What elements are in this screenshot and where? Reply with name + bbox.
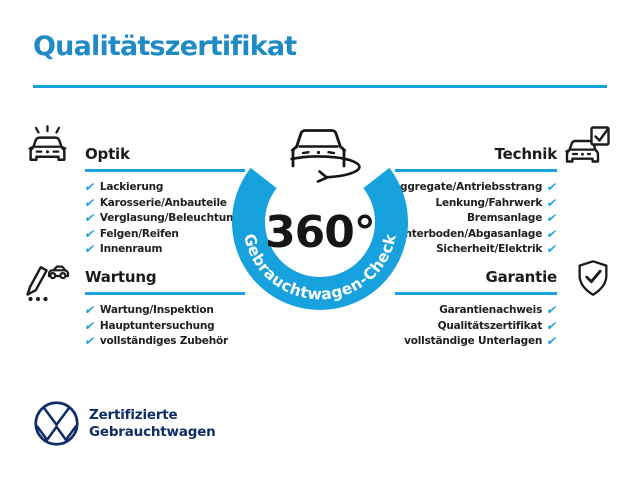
check-icon: ✔ <box>83 195 97 210</box>
item-label: Innenraum <box>99 243 163 256</box>
check-icon: ✔ <box>545 195 559 210</box>
list-item: ✔ Lackierung <box>83 180 245 196</box>
check-icon: ✔ <box>545 180 559 195</box>
pencil-car-icon <box>26 265 70 302</box>
item-label: Qualitätszertifikat <box>437 319 543 332</box>
brand-line1: Zertifizierte <box>89 407 178 423</box>
list-item: ✔ Wartung/Inspektion <box>83 303 245 319</box>
title-rule <box>33 85 607 88</box>
car-checkbox-icon <box>565 126 610 163</box>
check-icon: ✔ <box>83 226 97 241</box>
list-item: ✔ Sicherheit/Elektrik <box>395 242 559 258</box>
item-label: Unterboden/Abgasanlage <box>396 227 543 240</box>
list-item: ✔ Garantienachweis <box>395 303 559 319</box>
section-title: Technik <box>494 145 558 163</box>
brand-text: Zertifizierte Gebrauchtwagen <box>89 407 216 440</box>
item-label: Felgen/Reifen <box>99 227 179 240</box>
section-underline <box>85 292 245 295</box>
section-underline <box>395 169 557 172</box>
check-icon: ✔ <box>545 334 559 349</box>
item-label: Aggregate/Antriebsstrang <box>392 181 543 194</box>
item-label: Verglasung/Beleuchtung <box>99 212 241 225</box>
check-icon: ✔ <box>83 211 97 226</box>
list-item: ✔ Verglasung/Beleuchtung <box>83 211 245 227</box>
list-item: ✔ Unterboden/Abgasanlage <box>395 226 559 242</box>
360-check-medallion: Gebrauchtwagen-Check 360° <box>232 129 408 310</box>
item-label: Bremsanlage <box>466 212 543 225</box>
check-icon: ✔ <box>83 334 97 349</box>
section-optik: Optik ✔ Lackierung ✔ Karosserie/Anbautei… <box>83 144 245 258</box>
shield-check-icon <box>578 260 608 296</box>
car-rotate-icon <box>290 129 361 183</box>
item-label: vollständiges Zubehör <box>99 335 228 348</box>
check-icon: ✔ <box>83 318 97 333</box>
item-label: Lackierung <box>99 181 164 194</box>
check-icon: ✔ <box>545 303 559 318</box>
check-icon: ✔ <box>83 242 97 257</box>
item-label: Sicherheit/Elektrik <box>436 243 543 256</box>
section-items: ✔ Aggregate/Antriebsstrang ✔ Lenkung/Fah… <box>392 180 559 258</box>
list-item: ✔ Lenkung/Fahrwerk <box>395 195 559 211</box>
item-label: Garantienachweis <box>439 304 543 317</box>
section-title: Wartung <box>85 268 157 286</box>
list-item: ✔ vollständiges Zubehör <box>83 334 245 350</box>
list-item: ✔ vollständige Unterlagen <box>395 334 559 350</box>
page-title: Qualitätszertifikat <box>33 31 297 62</box>
section-garantie: Garantie ✔ Garantienachweis ✔ Qualitätsz… <box>395 267 559 350</box>
item-label: Hauptuntersuchung <box>99 319 215 332</box>
check-icon: ✔ <box>545 242 559 257</box>
section-underline <box>85 169 245 172</box>
section-technik: Technik ✔ Aggregate/Antriebsstrang ✔ Len… <box>392 144 559 258</box>
check-icon: ✔ <box>83 180 97 195</box>
check-icon: ✔ <box>545 211 559 226</box>
sparkling-car-icon <box>28 125 67 162</box>
list-item: ✔ Hauptuntersuchung <box>83 318 245 334</box>
list-item: ✔ Aggregate/Antriebsstrang <box>392 180 559 196</box>
blue-ring <box>232 167 408 310</box>
list-item: ✔ Innenraum <box>83 242 245 258</box>
section-title: Optik <box>85 145 130 163</box>
section-wartung: Wartung ✔ Wartung/Inspektion ✔ Hauptunte… <box>83 267 245 350</box>
degree-label: 360° <box>265 207 375 258</box>
brand-line2: Gebrauchtwagen <box>89 423 216 440</box>
section-items: ✔ Wartung/Inspektion ✔ Hauptuntersuchung… <box>83 303 245 350</box>
item-label: Karosserie/Anbauteile <box>99 196 227 209</box>
list-item: ✔ Felgen/Reifen <box>83 226 245 242</box>
item-label: Wartung/Inspektion <box>99 304 214 317</box>
list-item: ✔ Karosserie/Anbauteile <box>83 195 245 211</box>
section-underline <box>395 292 557 295</box>
section-items: ✔ Lackierung ✔ Karosserie/Anbauteile ✔ V… <box>83 180 245 258</box>
vw-logo <box>34 401 79 446</box>
list-item: ✔ Qualitätszertifikat <box>395 318 559 334</box>
item-label: Lenkung/Fahrwerk <box>435 196 543 209</box>
check-icon: ✔ <box>545 318 559 333</box>
item-label: vollständige Unterlagen <box>404 335 543 348</box>
check-icon: ✔ <box>83 303 97 318</box>
list-item: ✔ Bremsanlage <box>395 211 559 227</box>
section-title: Garantie <box>485 268 557 286</box>
section-items: ✔ Garantienachweis ✔ Qualitätszertifikat… <box>395 303 559 350</box>
check-icon: ✔ <box>545 226 559 241</box>
